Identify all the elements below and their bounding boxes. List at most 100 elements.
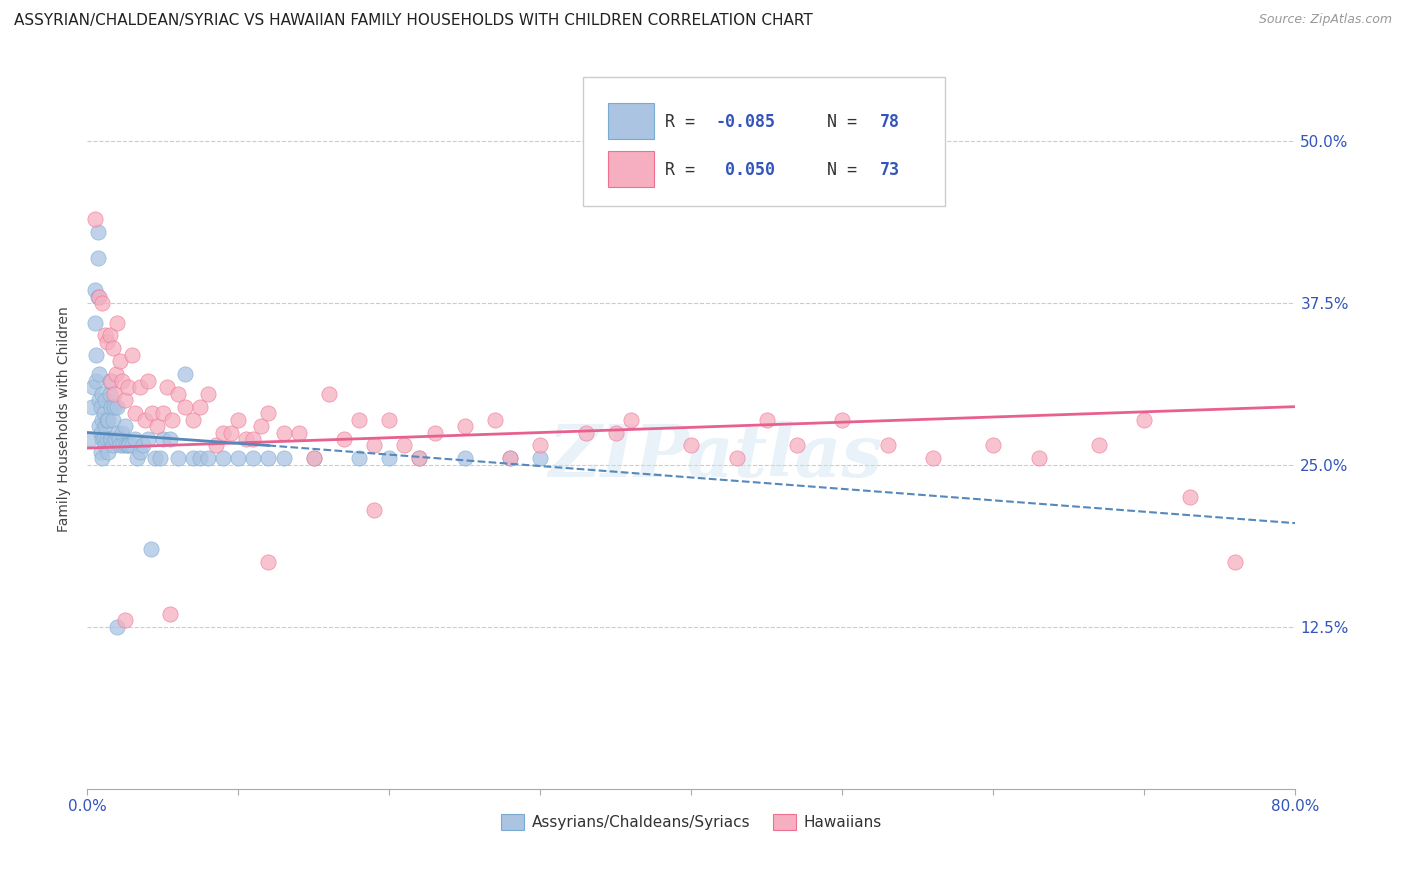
Point [108, 432, 131, 446]
Point [197, 451, 219, 466]
Point [499, 451, 522, 466]
Point [105, 620, 128, 634]
Point [124, 432, 146, 446]
Text: R =: R = [665, 113, 704, 131]
Point [125, 451, 148, 466]
Point [159, 432, 181, 446]
Point [129, 445, 152, 459]
Point [257, 451, 280, 466]
Point [181, 451, 204, 466]
Point [529, 451, 551, 466]
Point [89, 368, 111, 382]
Point [318, 386, 340, 401]
Point [87, 290, 110, 304]
Point [84, 374, 107, 388]
Point [197, 386, 219, 401]
Point [87, 225, 110, 239]
Point [93, 406, 115, 420]
Point [235, 432, 257, 446]
Point [226, 412, 249, 426]
Point [378, 451, 401, 466]
Point [98, 374, 121, 388]
Point [89, 419, 111, 434]
Text: ZIPatlas: ZIPatlas [548, 421, 883, 492]
Point [174, 368, 197, 382]
Point [242, 451, 264, 466]
Point [94, 419, 117, 434]
Point [408, 451, 430, 466]
Point [96, 334, 118, 349]
Point [121, 348, 143, 362]
Point [90, 400, 112, 414]
Point [79, 432, 101, 446]
Point [181, 412, 204, 426]
Point [114, 419, 136, 434]
Point [97, 445, 120, 459]
Text: N =: N = [807, 161, 868, 179]
Point [143, 451, 166, 466]
Point [117, 438, 139, 452]
FancyBboxPatch shape [607, 103, 654, 139]
Point [90, 425, 112, 440]
Point [111, 374, 134, 388]
Point [118, 438, 141, 452]
Text: Source: ZipAtlas.com: Source: ZipAtlas.com [1258, 13, 1392, 27]
Point [620, 412, 643, 426]
Point [94, 393, 117, 408]
Point [242, 432, 264, 446]
Point [98, 328, 121, 343]
Point [219, 425, 242, 440]
Point [302, 451, 325, 466]
Point [156, 380, 179, 394]
Point [82, 380, 104, 394]
Point [725, 451, 748, 466]
Point [114, 393, 136, 408]
Point [605, 425, 627, 440]
Text: 0.050: 0.050 [716, 161, 776, 179]
Point [159, 607, 181, 621]
Point [83, 283, 105, 297]
Point [257, 406, 280, 420]
Point [80, 400, 103, 414]
Point [378, 412, 401, 426]
Point [91, 386, 114, 401]
Point [166, 386, 188, 401]
Point [98, 432, 121, 446]
Point [90, 445, 112, 459]
Point [499, 451, 522, 466]
Point [105, 316, 128, 330]
Text: -0.085: -0.085 [716, 113, 776, 131]
Point [97, 412, 120, 426]
Point [160, 412, 183, 426]
Point [136, 432, 159, 446]
Point [922, 451, 945, 466]
Point [145, 419, 167, 434]
Point [121, 438, 143, 452]
Point [574, 425, 596, 440]
Text: ASSYRIAN/CHALDEAN/SYRIAC VS HAWAIIAN FAMILY HOUSEHOLDS WITH CHILDREN CORRELATION: ASSYRIAN/CHALDEAN/SYRIAC VS HAWAIIAN FAM… [14, 13, 813, 29]
Point [110, 438, 132, 452]
Point [141, 406, 163, 420]
Point [347, 412, 370, 426]
Point [139, 542, 162, 557]
Point [129, 380, 152, 394]
Point [250, 419, 273, 434]
Point [287, 425, 309, 440]
Point [96, 412, 118, 426]
Text: N =: N = [807, 113, 868, 131]
Point [104, 432, 127, 446]
FancyBboxPatch shape [607, 151, 654, 187]
Point [394, 438, 416, 452]
Point [104, 368, 127, 382]
Point [484, 412, 506, 426]
Point [212, 425, 235, 440]
Point [529, 438, 551, 452]
Point [91, 412, 114, 426]
Text: 73: 73 [880, 161, 900, 179]
Point [136, 374, 159, 388]
Point [98, 386, 121, 401]
Point [212, 451, 235, 466]
Point [347, 451, 370, 466]
Text: R =: R = [665, 161, 704, 179]
Point [190, 400, 212, 414]
